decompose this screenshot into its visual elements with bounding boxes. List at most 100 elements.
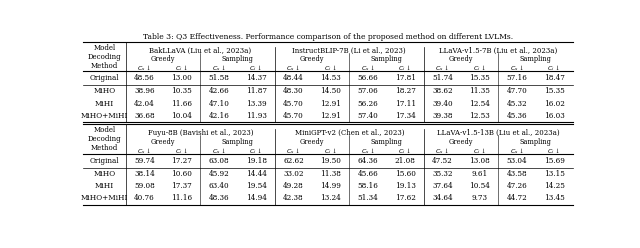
Text: 56.66: 56.66 (358, 74, 378, 82)
Text: 45.36: 45.36 (507, 112, 527, 120)
Text: 62.62: 62.62 (283, 157, 304, 165)
Text: Greedy: Greedy (151, 138, 175, 146)
Text: 11.35: 11.35 (469, 87, 490, 95)
Text: 16.03: 16.03 (544, 112, 564, 120)
Text: Greedy: Greedy (449, 55, 474, 63)
Text: $C_i$ ↓: $C_i$ ↓ (250, 146, 263, 156)
Text: 45.70: 45.70 (283, 112, 304, 120)
Text: 12.91: 12.91 (320, 100, 341, 108)
Text: $C_i$ ↓: $C_i$ ↓ (547, 64, 561, 73)
Text: 47.26: 47.26 (507, 182, 527, 190)
Text: 34.64: 34.64 (432, 194, 452, 202)
Text: 21.08: 21.08 (395, 157, 415, 165)
Text: BakLLaVA (Liu et al., 2023a): BakLLaVA (Liu et al., 2023a) (149, 47, 252, 55)
Text: $C_s$ ↓: $C_s$ ↓ (360, 146, 375, 156)
Text: Table 3: Q3 Effectiveness. Performance comparison of the proposed method on diff: Table 3: Q3 Effectiveness. Performance c… (143, 33, 513, 41)
Text: Model
Decoding
Method: Model Decoding Method (88, 126, 121, 152)
Text: 42.66: 42.66 (209, 87, 229, 95)
Text: 57.40: 57.40 (358, 112, 378, 120)
Text: MiHI: MiHI (95, 100, 114, 108)
Text: $C_s$ ↓: $C_s$ ↓ (137, 146, 152, 156)
Text: MiHO: MiHO (93, 87, 115, 95)
Text: 17.62: 17.62 (395, 194, 415, 202)
Text: 63.08: 63.08 (209, 157, 229, 165)
Text: 12.91: 12.91 (320, 112, 341, 120)
Text: Sampling: Sampling (221, 138, 253, 146)
Text: Sampling: Sampling (371, 138, 403, 146)
Text: 47.10: 47.10 (209, 100, 229, 108)
Text: 11.16: 11.16 (171, 194, 192, 202)
Text: 38.62: 38.62 (432, 87, 452, 95)
Text: Greedy: Greedy (300, 55, 324, 63)
Text: $C_i$ ↓: $C_i$ ↓ (250, 64, 263, 73)
Text: Sampling: Sampling (520, 138, 552, 146)
Text: MiHI: MiHI (95, 182, 114, 190)
Text: $C_i$ ↓: $C_i$ ↓ (324, 146, 337, 156)
Text: Greedy: Greedy (449, 138, 474, 146)
Text: $C_i$ ↓: $C_i$ ↓ (398, 64, 412, 73)
Text: $C_s$ ↓: $C_s$ ↓ (435, 64, 450, 73)
Text: 15.35: 15.35 (469, 74, 490, 82)
Text: 36.68: 36.68 (134, 112, 155, 120)
Text: 11.93: 11.93 (246, 112, 267, 120)
Text: 13.45: 13.45 (544, 194, 564, 202)
Text: MiHO: MiHO (93, 170, 115, 178)
Text: 17.37: 17.37 (172, 182, 192, 190)
Text: Model
Decoding
Method: Model Decoding Method (88, 43, 121, 70)
Text: 17.11: 17.11 (395, 100, 416, 108)
Text: 45.66: 45.66 (358, 170, 378, 178)
Text: 35.32: 35.32 (432, 170, 452, 178)
Text: 15.60: 15.60 (395, 170, 415, 178)
Text: 16.02: 16.02 (544, 100, 564, 108)
Text: 19.18: 19.18 (246, 157, 267, 165)
Text: 14.99: 14.99 (320, 182, 341, 190)
Text: 33.02: 33.02 (283, 170, 303, 178)
Text: $C_s$ ↓: $C_s$ ↓ (286, 64, 301, 73)
Text: 58.16: 58.16 (358, 182, 378, 190)
Text: LLaVA-v1.5-13B (Liu et al., 2023a): LLaVA-v1.5-13B (Liu et al., 2023a) (437, 129, 560, 137)
Text: 13.08: 13.08 (469, 157, 490, 165)
Text: $C_s$ ↓: $C_s$ ↓ (435, 146, 450, 156)
Text: 14.94: 14.94 (246, 194, 267, 202)
Text: 15.69: 15.69 (544, 157, 564, 165)
Text: MiniGPT-v2 (Chen et al., 2023): MiniGPT-v2 (Chen et al., 2023) (294, 129, 404, 137)
Text: 38.14: 38.14 (134, 170, 155, 178)
Text: 48.30: 48.30 (283, 87, 304, 95)
Text: 45.70: 45.70 (283, 100, 304, 108)
Text: 45.92: 45.92 (209, 170, 229, 178)
Text: Sampling: Sampling (221, 55, 253, 63)
Text: 17.27: 17.27 (171, 157, 192, 165)
Text: 10.54: 10.54 (469, 182, 490, 190)
Text: 59.74: 59.74 (134, 157, 155, 165)
Text: 13.15: 13.15 (544, 170, 564, 178)
Text: $C_s$ ↓: $C_s$ ↓ (212, 64, 226, 73)
Text: MiHO+MiHI: MiHO+MiHI (81, 194, 128, 202)
Text: 51.58: 51.58 (209, 74, 229, 82)
Text: 19.54: 19.54 (246, 182, 267, 190)
Text: Sampling: Sampling (520, 55, 552, 63)
Text: 59.08: 59.08 (134, 182, 155, 190)
Text: 63.40: 63.40 (209, 182, 229, 190)
Text: Fuyu-8B (Bavishi et al., 2023): Fuyu-8B (Bavishi et al., 2023) (147, 129, 253, 137)
Text: 48.36: 48.36 (209, 194, 229, 202)
Text: 53.04: 53.04 (507, 157, 527, 165)
Text: $C_s$ ↓: $C_s$ ↓ (212, 146, 226, 156)
Text: $C_s$ ↓: $C_s$ ↓ (509, 64, 524, 73)
Text: 10.35: 10.35 (172, 87, 192, 95)
Text: 18.27: 18.27 (395, 87, 415, 95)
Text: $C_s$ ↓: $C_s$ ↓ (360, 64, 375, 73)
Text: $C_s$ ↓: $C_s$ ↓ (286, 146, 301, 156)
Text: $C_s$ ↓: $C_s$ ↓ (137, 64, 152, 73)
Text: 14.37: 14.37 (246, 74, 266, 82)
Text: 39.40: 39.40 (432, 100, 452, 108)
Text: 51.74: 51.74 (432, 74, 453, 82)
Text: 13.39: 13.39 (246, 100, 266, 108)
Text: Original: Original (90, 74, 119, 82)
Text: $C_i$ ↓: $C_i$ ↓ (175, 146, 188, 156)
Text: 17.81: 17.81 (395, 74, 416, 82)
Text: 10.04: 10.04 (171, 112, 192, 120)
Text: 12.54: 12.54 (469, 100, 490, 108)
Text: MiHO+MiHI: MiHO+MiHI (81, 112, 128, 120)
Text: 11.38: 11.38 (320, 170, 341, 178)
Text: Sampling: Sampling (371, 55, 403, 63)
